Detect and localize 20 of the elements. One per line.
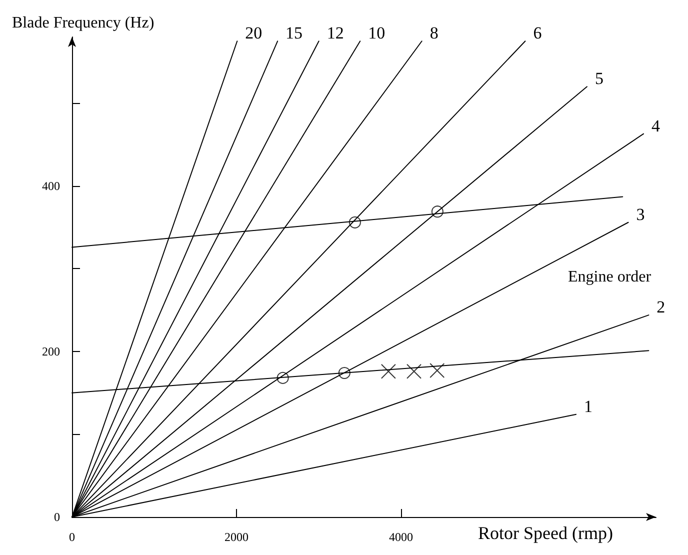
x-tick-label: 0 [69,530,75,544]
series-label: 10 [368,24,386,43]
y-tick-label: 0 [54,510,60,524]
y-axis-title: Blade Frequency (Hz) [12,14,154,32]
series-label: 12 [326,24,344,43]
series-label: 6 [533,24,542,43]
series-label: 5 [594,69,604,88]
series-label: 1 [584,396,593,416]
series-label: 8 [430,24,438,43]
series-label: 15 [286,24,303,43]
y-tick-label: 200 [42,344,60,358]
x-axis-title: Rotor Speed (rmp) [478,523,613,543]
x-tick-label: 4000 [389,530,414,544]
series-label: 3 [636,204,645,224]
series-label: 4 [651,116,660,136]
y-tick-label: 400 [42,178,60,193]
series-label: 20 [245,24,262,43]
x-tick-label: 2000 [224,530,249,544]
annotation: Engine order [568,268,652,286]
series-label: 2 [656,298,666,317]
